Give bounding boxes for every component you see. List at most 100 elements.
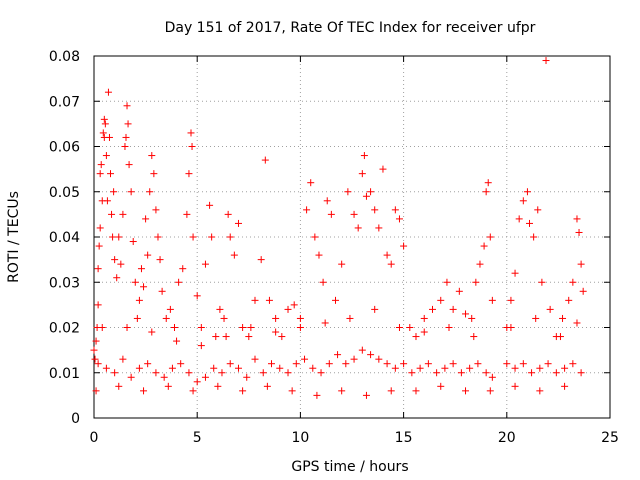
data-point <box>129 238 137 246</box>
data-point <box>206 201 214 209</box>
x-tick-label: 10 <box>291 430 309 446</box>
data-point <box>288 387 296 395</box>
data-point <box>197 342 205 350</box>
data-point <box>115 382 123 390</box>
data-point <box>148 328 156 336</box>
data-point <box>183 210 191 218</box>
data-point <box>443 278 451 286</box>
data-point <box>360 152 368 160</box>
data-point <box>162 314 170 322</box>
data-point <box>482 369 490 377</box>
data-point <box>226 360 234 368</box>
data-point <box>362 192 370 200</box>
data-point <box>135 364 143 372</box>
data-point <box>375 224 383 232</box>
data-point <box>160 373 168 381</box>
data-point <box>350 355 358 363</box>
data-point <box>105 133 113 141</box>
data-point <box>146 188 154 196</box>
data-point <box>387 387 395 395</box>
data-point <box>544 360 552 368</box>
x-tick-label: 15 <box>395 430 413 446</box>
data-point <box>416 364 424 372</box>
data-point <box>212 333 220 341</box>
data-point <box>323 197 331 205</box>
data-point <box>395 324 403 331</box>
data-point <box>559 314 567 322</box>
data-point <box>131 278 139 286</box>
data-point <box>474 360 482 368</box>
data-point <box>104 88 112 96</box>
data-point <box>342 360 350 368</box>
data-point <box>185 170 193 178</box>
data-points <box>90 57 587 399</box>
y-tick-label: 0.01 <box>49 366 80 382</box>
data-point <box>538 278 546 286</box>
data-point <box>449 305 457 313</box>
data-point <box>148 152 156 160</box>
data-point <box>90 346 98 354</box>
data-point <box>185 369 193 377</box>
data-point <box>437 382 445 390</box>
data-point <box>170 324 178 331</box>
data-point <box>307 179 315 187</box>
data-point <box>445 324 453 331</box>
data-point <box>296 324 304 331</box>
data-point <box>536 387 544 395</box>
data-point <box>119 355 127 363</box>
data-point <box>362 391 370 399</box>
data-point <box>338 387 346 395</box>
data-point <box>433 369 441 377</box>
data-point <box>218 369 226 377</box>
data-point <box>358 170 366 178</box>
data-point <box>556 333 564 341</box>
data-point <box>234 219 242 227</box>
data-point <box>166 305 174 313</box>
data-point <box>220 314 228 322</box>
data-point <box>507 296 515 304</box>
data-point <box>428 305 436 313</box>
data-point <box>96 170 104 178</box>
data-point <box>278 333 286 341</box>
data-point <box>164 382 172 390</box>
data-point <box>179 265 187 273</box>
data-point <box>552 369 560 377</box>
data-point <box>234 364 242 372</box>
data-point <box>201 373 209 381</box>
data-point <box>519 197 527 205</box>
data-point <box>173 337 181 345</box>
data-point <box>91 355 99 363</box>
data-point <box>123 324 131 331</box>
data-point <box>569 360 577 368</box>
grid <box>94 56 610 418</box>
data-point <box>210 364 218 372</box>
data-point <box>101 120 109 128</box>
data-point <box>268 360 276 368</box>
data-point <box>245 333 253 341</box>
data-point <box>290 301 298 309</box>
data-point <box>507 324 515 331</box>
data-point <box>108 210 116 218</box>
data-point <box>96 224 104 232</box>
data-point <box>135 296 143 304</box>
data-point <box>187 129 195 137</box>
data-point <box>109 233 117 241</box>
data-point <box>188 143 196 150</box>
data-point <box>152 369 160 377</box>
data-point <box>412 333 420 341</box>
data-point <box>113 274 121 282</box>
data-point <box>189 387 197 395</box>
data-point <box>123 102 131 110</box>
data-point <box>523 188 531 196</box>
data-point <box>122 133 130 141</box>
data-point <box>321 319 329 327</box>
data-point <box>367 351 375 359</box>
data-point <box>272 328 280 336</box>
data-point <box>272 314 280 322</box>
data-point <box>484 179 492 187</box>
data-point <box>488 373 496 381</box>
data-point <box>503 360 511 368</box>
data-point <box>455 287 463 295</box>
x-tick-label: 20 <box>498 430 516 446</box>
data-point <box>284 369 292 377</box>
